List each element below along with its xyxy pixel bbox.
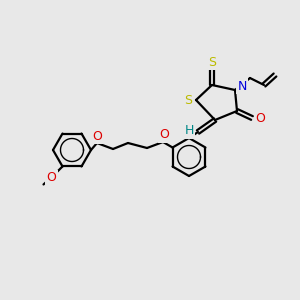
Text: O: O	[159, 128, 169, 142]
Text: H: H	[184, 124, 194, 137]
Text: O: O	[255, 112, 265, 124]
Text: N: N	[237, 80, 247, 92]
Text: S: S	[208, 56, 216, 68]
Text: S: S	[184, 94, 192, 106]
Text: O: O	[46, 171, 56, 184]
Text: O: O	[92, 130, 102, 142]
